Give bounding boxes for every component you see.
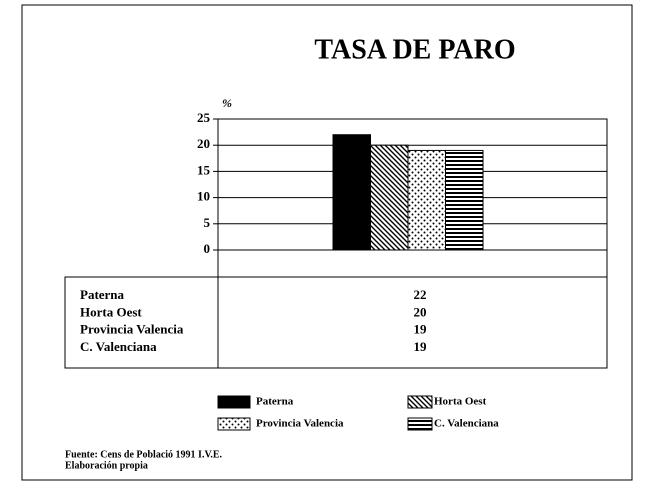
y-tick-label: 20	[197, 136, 210, 151]
legend-swatch	[407, 417, 433, 431]
source-note: Fuente: Cens de Població 1991 I.V.E.	[65, 449, 223, 460]
y-axis-label: %	[222, 96, 232, 110]
bar	[370, 144, 409, 251]
frame	[21, 4, 633, 481]
y-tick-label: 10	[197, 189, 210, 204]
legend-label: Provincia Valencia	[256, 418, 344, 430]
y-tick-label: 5	[204, 215, 211, 230]
table-value: 20	[414, 304, 427, 319]
bar	[407, 149, 446, 251]
table-row-label: Paterna	[80, 287, 125, 302]
y-tick-label: 0	[204, 241, 211, 256]
data-table	[64, 276, 608, 369]
bar	[445, 149, 484, 251]
legend-label: Horta Oest	[434, 396, 487, 408]
legend-swatch	[407, 395, 433, 409]
table-row-label: C. Valenciana	[80, 339, 157, 354]
bar	[332, 134, 371, 251]
table-value: 19	[414, 322, 428, 337]
table-value: 22	[414, 287, 427, 302]
table-row-label: Provincia Valencia	[80, 322, 184, 337]
chart-title: TASA DE PARO	[314, 34, 515, 65]
legend-swatch	[217, 395, 251, 409]
source-note: Elaboración propia	[65, 460, 148, 471]
y-tick-label: 25	[197, 110, 211, 125]
legend-swatch	[217, 417, 251, 431]
table-value: 19	[414, 339, 428, 354]
y-tick-label: 15	[197, 162, 211, 177]
legend-label: C. Valenciana	[434, 418, 499, 430]
table-row-label: Horta Oest	[80, 304, 142, 319]
legend-label: Paterna	[256, 396, 294, 408]
